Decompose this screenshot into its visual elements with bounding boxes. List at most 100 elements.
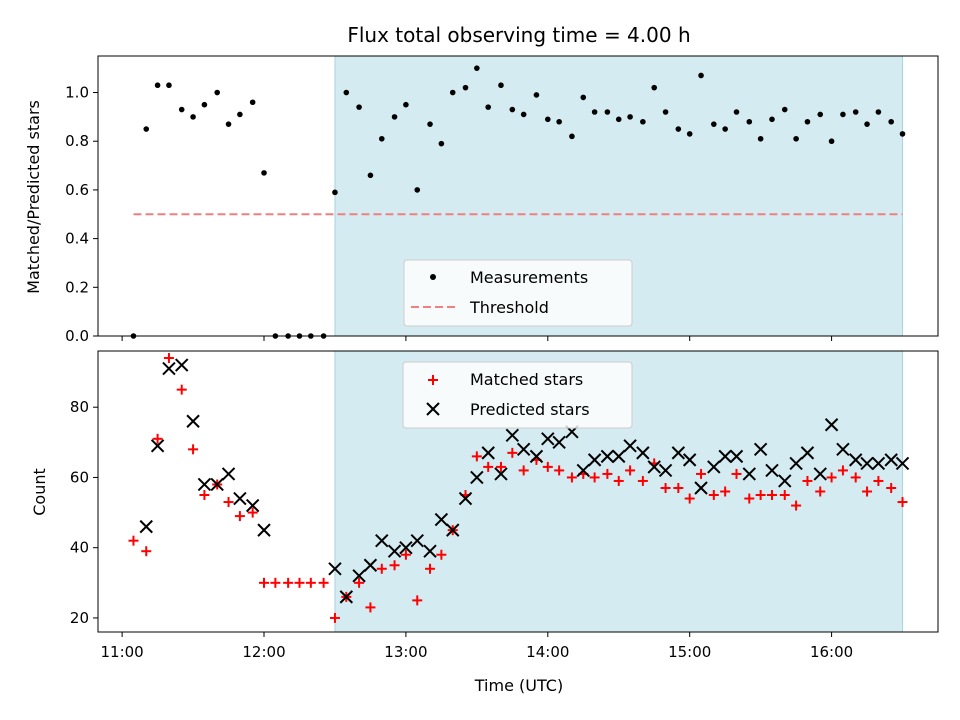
predicted-star-point bbox=[871, 456, 886, 471]
predicted-star-point bbox=[363, 558, 378, 572]
matched-star-point bbox=[376, 563, 387, 574]
matched-star-point bbox=[755, 490, 766, 501]
matched-star-point bbox=[837, 465, 848, 476]
measurement-point bbox=[427, 121, 433, 127]
predicted-star-point bbox=[671, 446, 686, 460]
matched-star-point bbox=[247, 507, 258, 518]
measurement-point bbox=[733, 109, 740, 115]
predicted-star-point bbox=[623, 439, 637, 453]
matched-star-point bbox=[294, 577, 305, 588]
legend-predicted-label: Predicted stars bbox=[470, 400, 590, 419]
predicted-star-point bbox=[494, 467, 508, 481]
matched-star-point bbox=[660, 482, 671, 493]
measurement-point bbox=[864, 121, 870, 127]
bottom-xtick-label: 11:00 bbox=[101, 643, 144, 661]
measurement-point bbox=[804, 118, 811, 125]
predicted-star-point bbox=[257, 523, 271, 537]
matched-star-point bbox=[744, 493, 755, 504]
top-y-ticks: 0.0 0.2 0.4 0.6 0.8 1.0 bbox=[65, 84, 98, 345]
predicted-star-point bbox=[458, 491, 473, 506]
matched-star-point bbox=[329, 612, 340, 623]
matched-star-point bbox=[720, 486, 731, 497]
predicted-stars-points bbox=[139, 358, 910, 604]
predicted-star-point bbox=[470, 470, 484, 485]
matched-star-point bbox=[779, 490, 790, 501]
matched-star-point bbox=[815, 486, 826, 497]
predicted-star-point bbox=[245, 498, 260, 513]
predicted-star-point bbox=[210, 477, 224, 492]
predicted-star-point bbox=[221, 467, 236, 481]
bottom-ytick-label: 40 bbox=[70, 539, 89, 557]
matched-star-point bbox=[589, 472, 600, 483]
bottom-xtick-label: 15:00 bbox=[668, 643, 711, 661]
measurement-point bbox=[403, 101, 409, 108]
predicted-star-point bbox=[800, 446, 815, 460]
predicted-star-point bbox=[778, 474, 792, 488]
predicted-star-point bbox=[884, 453, 898, 467]
measurement-point bbox=[615, 116, 622, 123]
predicted-star-point bbox=[399, 540, 413, 555]
matched-star-point bbox=[507, 447, 518, 458]
predicted-star-point bbox=[860, 456, 874, 471]
predicted-star-point bbox=[481, 446, 495, 460]
predicted-star-point bbox=[541, 432, 555, 446]
bottom-xtick-label: 12:00 bbox=[242, 643, 285, 661]
top-ytick-label: 0.4 bbox=[65, 230, 89, 248]
measurement-point bbox=[249, 99, 256, 106]
measurement-point bbox=[143, 126, 150, 132]
measurement-point bbox=[662, 109, 669, 115]
legend-matched-label: Matched stars bbox=[470, 370, 583, 389]
measurement-point bbox=[509, 106, 516, 113]
matched-star-point bbox=[425, 563, 436, 574]
top-ytick-label: 0.6 bbox=[65, 181, 89, 199]
top-ytick-label: 0.8 bbox=[65, 132, 89, 150]
matched-star-point bbox=[625, 465, 636, 476]
measurement-points bbox=[130, 65, 906, 339]
matched-star-point bbox=[637, 475, 648, 486]
predicted-star-point bbox=[895, 456, 910, 471]
matched-star-point bbox=[483, 461, 494, 472]
predicted-star-point bbox=[718, 449, 732, 464]
measurement-point bbox=[438, 140, 445, 147]
legend-predicted-marker bbox=[426, 402, 440, 416]
measurement-point bbox=[414, 187, 421, 193]
bottom-xtick-label: 14:00 bbox=[526, 643, 569, 661]
matched-star-point bbox=[389, 560, 400, 571]
bottom-axes-frame bbox=[97, 350, 939, 633]
measurement-point bbox=[627, 114, 633, 120]
matched-star-point bbox=[684, 493, 695, 504]
matched-star-point bbox=[436, 549, 447, 560]
measurement-point bbox=[498, 82, 504, 89]
measurement-point bbox=[378, 135, 385, 142]
bottom-x-ticks: 11:00 12:00 13:00 14:00 15:00 16:00 bbox=[101, 632, 853, 661]
bottom-ytick-label: 80 bbox=[70, 398, 89, 416]
bottom-xlabel: Time (UTC) bbox=[474, 676, 563, 695]
predicted-star-point bbox=[658, 463, 673, 478]
predicted-star-point bbox=[186, 414, 200, 428]
matched-star-point bbox=[613, 475, 624, 486]
matched-star-point bbox=[471, 451, 482, 462]
bottom-xtick-label: 16:00 bbox=[810, 643, 853, 661]
predicted-star-point bbox=[824, 418, 839, 432]
measurement-point bbox=[190, 114, 196, 120]
predicted-star-point bbox=[789, 456, 803, 471]
top-ytick-label: 0.2 bbox=[65, 278, 89, 296]
predicted-star-point bbox=[552, 435, 566, 450]
predicted-star-point bbox=[446, 523, 460, 537]
measurement-point bbox=[569, 133, 575, 140]
predicted-star-point bbox=[836, 442, 850, 457]
matched-star-point bbox=[152, 433, 163, 444]
measurement-point bbox=[698, 72, 704, 79]
measurement-point bbox=[178, 106, 185, 113]
predicted-star-point bbox=[233, 491, 247, 506]
measurement-point bbox=[520, 111, 527, 118]
matched-star-point bbox=[128, 535, 139, 546]
matched-star-point bbox=[873, 475, 884, 486]
measurement-point bbox=[533, 92, 540, 98]
matched-star-point bbox=[412, 595, 423, 606]
predicted-star-point bbox=[647, 460, 661, 474]
predicted-star-point bbox=[576, 463, 590, 478]
matched-star-point bbox=[897, 497, 908, 508]
predicted-star-point bbox=[434, 512, 449, 527]
